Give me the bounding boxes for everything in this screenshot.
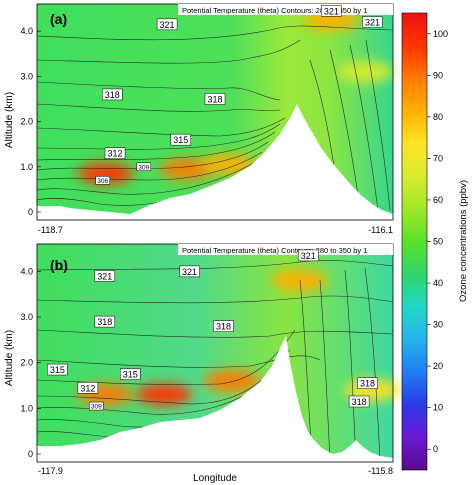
panel-a-contour-labels: 321 321 321 318 318 315 312 309 306 (95, 5, 383, 185)
contour-label-box (204, 93, 226, 105)
colorbar-tick-label: 90 (433, 70, 443, 80)
colorbar-tick-label: 20 (433, 361, 443, 371)
contour-label-box (95, 176, 110, 185)
contour-label-box (77, 382, 99, 394)
colorbar-label: Ozone concentrations (ppbv) (458, 180, 469, 302)
contour-label: 321 (97, 271, 112, 281)
contour-label: 306 (97, 178, 108, 185)
contour-label-box (179, 265, 200, 278)
panel-b-y-axis-label: Altitude (km) (4, 330, 15, 386)
panel-a-header: Potential Temperature (theta) Contours: … (182, 6, 367, 15)
y-tick-label: 1.0 (20, 162, 33, 172)
colorbar: 0 10 20 30 40 50 60 70 80 90 100 Ozone concentrati… (401, 12, 469, 471)
contour-label-box (170, 133, 192, 146)
contour-label: 315 (50, 365, 65, 375)
contour-label: 315 (123, 370, 138, 380)
contour-label: 321 (324, 6, 339, 16)
ozone-plume (200, 153, 257, 176)
panel-a-y-ticks: 0 1.0 2.0 3.0 4.0 (20, 26, 41, 217)
contour-label-box (119, 368, 141, 380)
contour-label-box (94, 270, 116, 282)
contour-label: 309 (91, 404, 102, 411)
contour-label-box (104, 147, 126, 159)
ozone-plume (337, 60, 394, 83)
colorbar-tick-label: 60 (433, 195, 443, 205)
contour-label: 321 (182, 267, 197, 277)
y-tick-label: 3.0 (20, 312, 33, 322)
contour-label: 318 (216, 322, 231, 332)
colorbar-tick-label: 30 (433, 320, 443, 330)
colorbar-tick-label: 100 (433, 29, 448, 39)
y-tick-label: 4.0 (20, 26, 33, 36)
contour-label-box (94, 315, 116, 328)
panel-a: (a) Potential Temperature (theta) Contou… (4, 3, 394, 235)
contour-label-box (136, 162, 152, 172)
contour-label: 309 (138, 164, 149, 171)
panel-b-header: Potential Temperature (theta) Contours: … (182, 246, 367, 255)
panel-b-x-tick-right: -115.8 (368, 466, 393, 476)
panel-a-x-tick-right: -116.1 (368, 225, 393, 235)
panel-b-label: (b) (50, 257, 68, 273)
y-tick-label: 2.0 (20, 358, 33, 368)
panel-b-plumes (76, 269, 401, 406)
y-tick-label: 3.0 (20, 71, 33, 81)
contour-label: 321 (160, 20, 175, 30)
colorbar-tick-label: 50 (433, 237, 443, 247)
colorbar-tick-label: 0 (433, 444, 438, 454)
contour-label-box (102, 88, 123, 101)
contour-label-box (321, 5, 342, 17)
panel-a-terrain (37, 104, 393, 220)
contour-label: 318 (97, 317, 112, 327)
contour-label-box (362, 16, 383, 28)
y-tick-label: 0 (28, 449, 33, 459)
contour-label: 315 (173, 135, 188, 145)
panel-a-y-axis-label: Altitude (km) (4, 92, 15, 148)
panel-b-x-tick-left: -117.9 (38, 466, 63, 476)
y-tick-label: 1.0 (20, 403, 33, 413)
contour-label: 318 (352, 397, 367, 407)
colorbar-tick-label: 10 (433, 403, 443, 413)
contour-label: 312 (108, 149, 123, 159)
contour-label: 321 (301, 251, 316, 261)
panel-b-header-box (178, 244, 393, 255)
contour-label-box (213, 320, 234, 332)
panel-b-contours (36, 260, 394, 461)
contour-label-box (297, 249, 319, 262)
panel-a-label: (a) (50, 11, 67, 27)
colorbar-ticks: 0 10 20 30 40 50 60 70 80 90 100 (427, 29, 448, 454)
contour-label: 318 (360, 379, 375, 389)
panel-b-y-ticks: 0 1.0 2.0 3.0 4.0 (20, 266, 41, 459)
contour-label-box (47, 363, 68, 376)
contour-label: 318 (105, 90, 120, 100)
panel-b-terrain (37, 336, 393, 462)
contour-label: 312 (80, 383, 95, 393)
contour-label-box (89, 401, 104, 411)
panel-b-contour-labels: 321 321 321 318 318 318 318 315 315 312 309 (47, 249, 378, 411)
panel-a-contours (36, 25, 394, 211)
colorbar-tick-label: 70 (433, 153, 443, 163)
ozone-plume (136, 383, 193, 406)
contour-label-box (348, 395, 370, 408)
panel-a-x-tick-left: -118.7 (38, 225, 63, 235)
colorbar-bar (401, 12, 428, 471)
y-tick-label: 0 (28, 207, 33, 217)
contour-label: 321 (365, 18, 380, 28)
y-tick-label: 2.0 (20, 117, 33, 127)
y-tick-label: 4.0 (20, 266, 33, 276)
contour-label: 318 (207, 94, 222, 104)
panel-b-x-axis-label: Longitude (193, 473, 237, 484)
panel-a-header-box (178, 4, 393, 15)
contour-label-box (357, 377, 378, 389)
panel-b: (b) Potential Temperature (theta) Contou… (4, 243, 401, 484)
ozone-plume (203, 369, 260, 392)
colorbar-tick-label: 80 (433, 112, 443, 122)
colorbar-tick-label: 40 (433, 278, 443, 288)
contour-label-box (156, 18, 178, 31)
